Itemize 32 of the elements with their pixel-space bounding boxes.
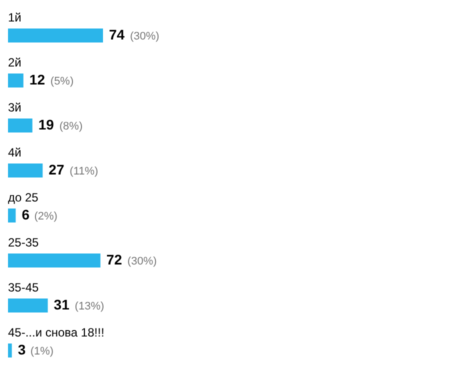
y-tick-label: 35-45 <box>8 280 40 294</box>
annotation: (30%) <box>130 30 160 42</box>
annotation: (2%) <box>34 210 58 222</box>
annotation: (13%) <box>74 300 104 312</box>
annotation: (11%) <box>70 166 98 178</box>
bar <box>8 74 24 88</box>
y-tick-label: до 25 <box>8 190 39 204</box>
data-label: 74 <box>109 26 125 42</box>
annotation: (1%) <box>30 346 54 358</box>
bar <box>8 254 100 268</box>
annotation: (30%) <box>127 256 157 268</box>
y-tick-label: 25-35 <box>8 236 40 250</box>
bar <box>8 298 48 312</box>
data-label: 31 <box>54 296 70 312</box>
bar <box>8 164 43 178</box>
y-tick-label: 45-...и снова 18!!! <box>8 326 104 340</box>
annotation: (8%) <box>59 120 83 132</box>
bar <box>8 28 103 42</box>
data-label: 19 <box>38 116 54 132</box>
annotation: (5%) <box>50 76 74 88</box>
y-tick-label: 3й <box>8 100 22 114</box>
data-label: 6 <box>22 206 30 222</box>
data-label: 12 <box>29 72 46 88</box>
data-label: 27 <box>48 162 64 178</box>
bar <box>8 208 16 222</box>
bar <box>8 344 12 358</box>
y-tick-label: 4й <box>8 146 22 160</box>
data-label: 72 <box>106 252 122 268</box>
y-tick-label: 1й <box>8 10 22 24</box>
y-tick-label: 2й <box>8 56 22 70</box>
bar <box>8 118 32 132</box>
data-label: 3 <box>18 342 26 358</box>
